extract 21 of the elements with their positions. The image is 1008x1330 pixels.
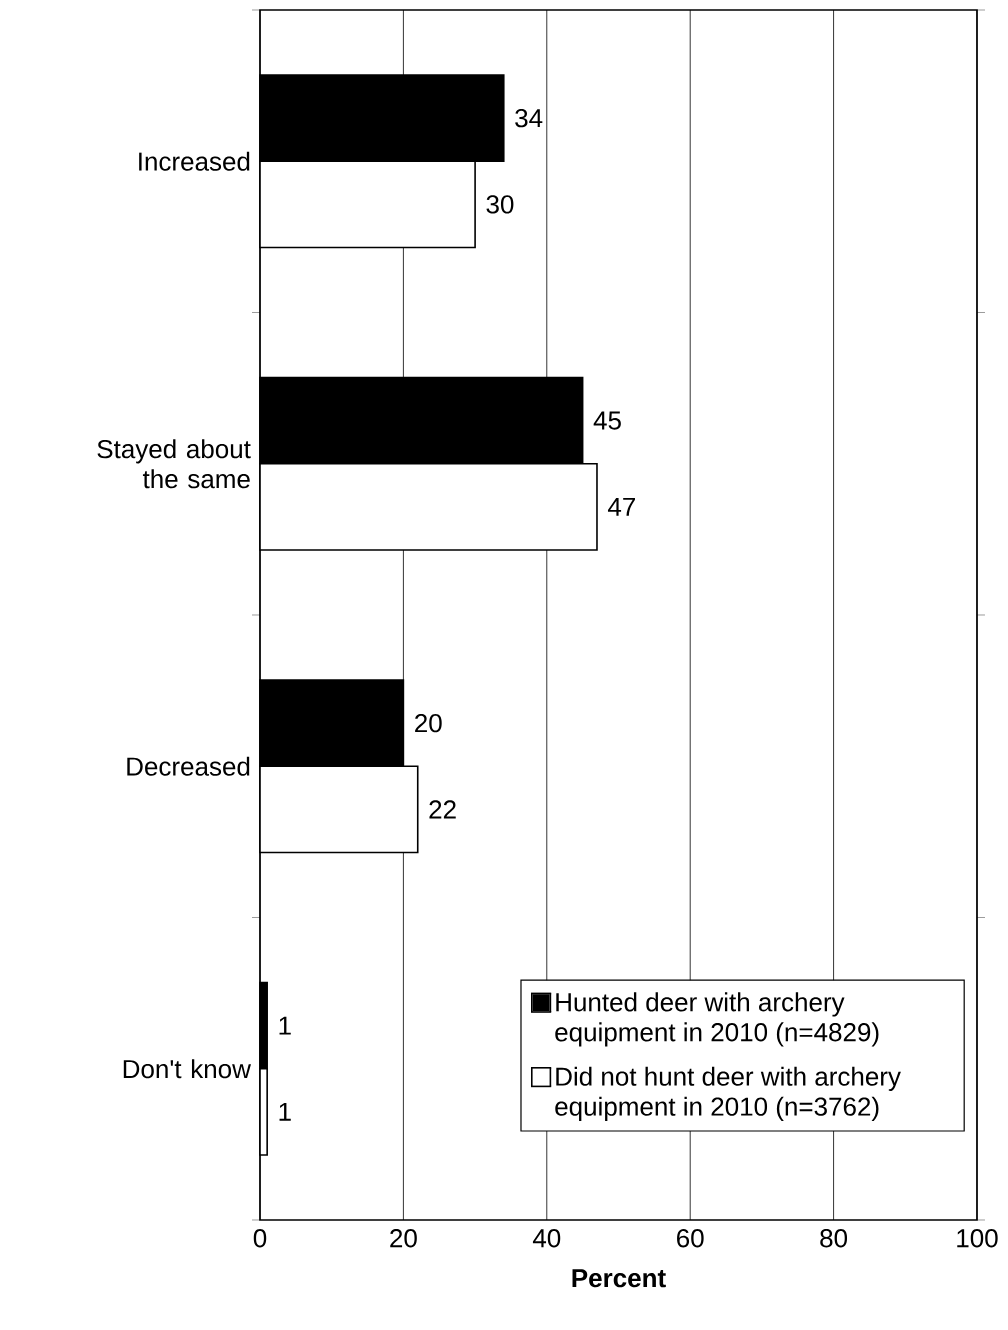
y-tick-label: Stayed about the same bbox=[97, 439, 251, 489]
data-label: 47 bbox=[607, 497, 635, 516]
y-tick-label: Decreased bbox=[127, 756, 250, 776]
data-label: 30 bbox=[486, 195, 514, 214]
data-label: 1 bbox=[279, 1016, 291, 1035]
x-tick-label: 80 bbox=[820, 1229, 848, 1248]
x-tick-label: 60 bbox=[677, 1229, 704, 1248]
legend-label: Did not hunt deer with archery equipment in 2010 (n=3762) bbox=[555, 1066, 901, 1121]
x-tick-label: 0 bbox=[253, 1229, 267, 1248]
data-label: 34 bbox=[515, 108, 543, 128]
x-axis-title: Percent bbox=[572, 1269, 666, 1288]
x-tick-label: 100 bbox=[957, 1229, 998, 1248]
x-tick-label: 20 bbox=[390, 1229, 417, 1248]
data-label: 22 bbox=[429, 800, 456, 819]
y-tick-label: Increased bbox=[139, 151, 250, 171]
data-label: 1 bbox=[279, 1102, 291, 1121]
data-label: 20 bbox=[415, 713, 442, 733]
y-tick-label: Don't know bbox=[123, 1059, 251, 1079]
x-tick-label: 40 bbox=[532, 1229, 561, 1248]
data-label: 45 bbox=[593, 411, 621, 430]
legend-label: Hunted deer with archery equipment in 2010 (n=4829) bbox=[555, 992, 879, 1047]
